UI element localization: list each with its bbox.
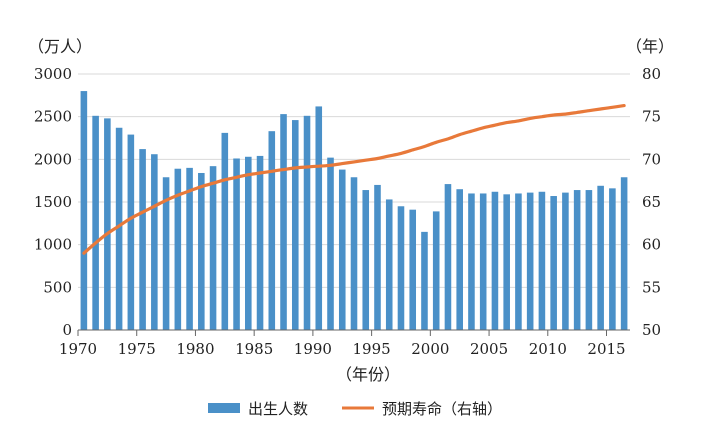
bar	[503, 194, 510, 330]
right-y-tick-label: 65	[642, 193, 661, 211]
x-tick-label: 1990	[294, 340, 332, 358]
x-tick-label: 1975	[118, 340, 156, 358]
x-tick-label: 1995	[353, 340, 391, 358]
x-axis-label: （年份）	[336, 365, 400, 384]
bar	[374, 184, 381, 330]
bar	[397, 206, 405, 330]
right-axis-unit: （年）	[626, 37, 674, 56]
bar	[515, 193, 522, 330]
legend-label-life-expectancy: 预期寿命（右轴）	[382, 400, 502, 418]
right-y-axis-ticks: 50 55 60 65 70 75 80	[642, 65, 661, 339]
bar	[162, 177, 170, 330]
x-axis-ticks: 1970 1975 1980 1985 1990 1995 2000 2005 2010 2015	[59, 330, 626, 358]
right-y-tick-label: 75	[642, 108, 661, 126]
bar	[151, 154, 158, 330]
right-y-tick-label: 80	[642, 65, 661, 83]
bar	[409, 209, 417, 330]
bar	[385, 199, 393, 330]
line-series-life-expectancy	[82, 104, 626, 255]
left-y-axis-ticks: 0 500 1000 1500 2000 2500 3000	[34, 65, 72, 339]
right-y-tick-label: 70	[642, 150, 661, 168]
left-y-tick-label: 2000	[34, 150, 72, 168]
bar	[338, 169, 346, 330]
bar	[620, 177, 628, 330]
bar	[280, 114, 287, 331]
bar	[421, 231, 428, 330]
left-y-tick-label: 1500	[34, 193, 72, 211]
x-tick-label: 1985	[235, 340, 273, 358]
bar	[303, 115, 311, 331]
right-y-tick-label: 55	[642, 278, 661, 296]
x-tick-label: 2005	[470, 340, 508, 358]
x-tick-label: 1980	[176, 340, 214, 358]
right-y-tick-label: 50	[642, 321, 661, 339]
bar	[115, 127, 123, 330]
bar	[479, 193, 487, 330]
bar	[362, 190, 370, 330]
bar	[468, 193, 475, 330]
bar	[139, 149, 146, 330]
x-tick-label: 1970	[59, 340, 97, 358]
bar	[198, 172, 205, 330]
bar	[80, 91, 88, 330]
bar	[444, 184, 452, 330]
left-y-tick-label: 3000	[34, 65, 72, 83]
bar	[174, 168, 182, 330]
bar	[291, 120, 299, 330]
bar	[315, 106, 323, 330]
bar	[268, 131, 276, 330]
right-y-tick-label: 60	[642, 236, 661, 254]
bar	[585, 190, 593, 330]
bar	[432, 211, 440, 330]
bar	[209, 166, 217, 330]
x-tick-label: 2000	[411, 340, 449, 358]
bar	[104, 118, 111, 330]
bar	[221, 132, 229, 330]
left-y-tick-label: 500	[43, 278, 72, 296]
legend-label-births: 出生人数	[248, 400, 308, 418]
bar	[597, 185, 604, 330]
left-axis-unit: （万人）	[28, 37, 92, 56]
bar	[526, 192, 534, 330]
left-y-tick-label: 1000	[34, 236, 72, 254]
bar	[127, 134, 135, 330]
bar	[245, 156, 252, 330]
bar	[456, 189, 463, 330]
legend: 出生人数 预期寿命（右轴）	[208, 400, 502, 418]
left-y-tick-label: 2500	[34, 108, 72, 126]
bar	[609, 188, 616, 330]
bar	[550, 196, 557, 330]
bar	[573, 190, 581, 330]
x-tick-label: 2015	[587, 340, 625, 358]
bar	[186, 167, 193, 330]
bar	[491, 191, 499, 330]
bar	[92, 115, 99, 331]
bar	[233, 158, 240, 330]
bar	[538, 191, 546, 330]
bar	[562, 192, 569, 330]
x-tick-label: 2010	[529, 340, 567, 358]
bar-series-births	[80, 91, 628, 331]
bar	[327, 157, 334, 330]
bar	[350, 177, 358, 330]
legend-swatch-births	[208, 403, 240, 413]
bar	[256, 155, 264, 330]
left-y-tick-label: 0	[62, 321, 72, 339]
